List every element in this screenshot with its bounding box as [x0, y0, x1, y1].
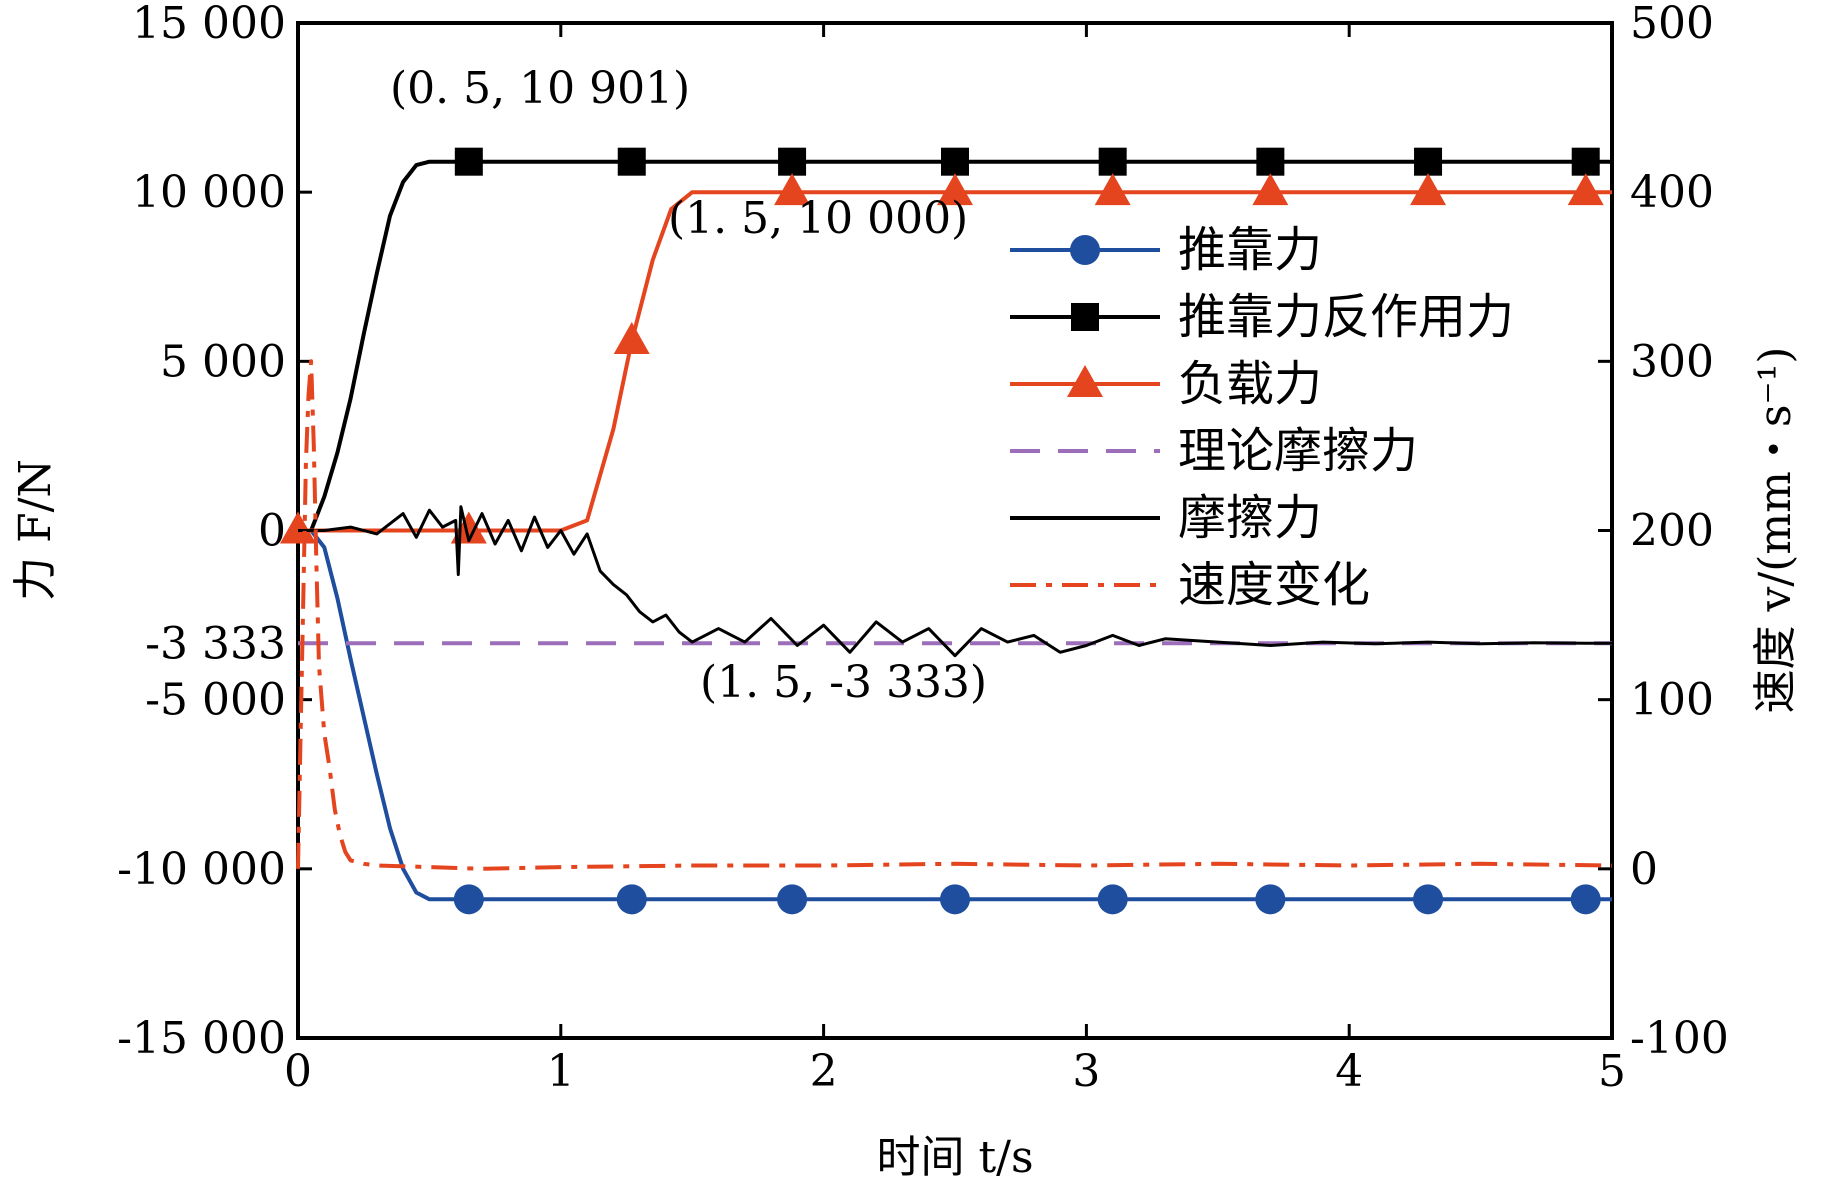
legend-label-0: 推靠力	[1178, 222, 1322, 278]
x-tick-label: 0	[284, 1046, 312, 1097]
series-marker-2	[1410, 173, 1447, 206]
series-marker-2	[1094, 173, 1131, 206]
y-right-tick-label: 100	[1630, 675, 1714, 726]
x-tick-label: 3	[1072, 1046, 1100, 1097]
legend-marker-2	[1067, 365, 1103, 397]
x-tick-label: 4	[1335, 1046, 1363, 1097]
series-line-5	[296, 359, 1613, 871]
legend-marker-1	[1071, 303, 1099, 331]
series-line-4	[298, 505, 1612, 658]
series-marker-1	[778, 147, 807, 176]
series-marker-0	[1413, 884, 1444, 915]
annotation: (1. 5, -3 333)	[700, 657, 987, 708]
series-marker-0	[1255, 884, 1286, 915]
legend-label-5: 速度变化	[1178, 557, 1370, 613]
series-marker-1	[617, 147, 646, 176]
series-marker-2	[774, 173, 811, 206]
legend-label-1: 推靠力反作用力	[1178, 289, 1514, 345]
legend-label-4: 摩擦力	[1178, 490, 1322, 546]
series-marker-1	[941, 147, 969, 176]
series-marker-2	[613, 322, 650, 355]
y-right-tick-label: 300	[1630, 336, 1714, 387]
series-marker-0	[940, 884, 970, 915]
y-axis-label-left: 力 F/N	[10, 459, 61, 601]
legend-label-3: 理论摩擦力	[1178, 423, 1418, 479]
series-marker-1	[454, 147, 483, 176]
series-marker-0	[1097, 884, 1128, 915]
y-left-tick-label: -10 000	[117, 844, 286, 895]
series-marker-0	[453, 884, 484, 915]
y-right-tick-label: 500	[1630, 0, 1714, 49]
y-left-tick-label: 0	[258, 506, 286, 557]
series-marker-1	[1256, 147, 1285, 176]
x-axis-label: 时间 t/s	[876, 1132, 1033, 1183]
y-left-tick-label: -15 000	[117, 1013, 286, 1064]
y-right-tick-label: 400	[1630, 167, 1714, 218]
annotations: (0. 5, 10 901) (1. 5, 10 000) (1. 5, -3 33…	[390, 63, 987, 708]
tick-labels: 0 1 2 3 4 5 15 000 10 000 5 000 0 -3 333 -5 000 -10 …	[117, 0, 1729, 1097]
x-tick-label: 2	[810, 1046, 838, 1097]
series-line-2	[298, 190, 1612, 533]
y-right-tick-label: -100	[1630, 1013, 1729, 1064]
series-marker-2	[937, 173, 973, 206]
x-tick-label: 1	[547, 1046, 575, 1097]
y-left-tick-label: -5 000	[145, 675, 286, 726]
y-axis-label-right: 速度 v/(mm・s⁻¹)	[1750, 347, 1801, 714]
series-marker-1	[1414, 147, 1443, 176]
y-left-tick-label: 5 000	[160, 336, 286, 387]
series-line-1	[298, 159, 1612, 533]
series-marker-1	[1571, 147, 1600, 176]
legend-label-2: 负载力	[1178, 356, 1322, 412]
x-tick-label: 5	[1598, 1046, 1626, 1097]
series-marker-2	[1567, 173, 1604, 206]
y-left-tick-label: 10 000	[132, 167, 286, 218]
series-marker-0	[777, 884, 808, 915]
y-left-tick-label: -3 333	[145, 618, 286, 669]
series-line-0	[298, 528, 1612, 902]
series-marker-2	[1252, 173, 1289, 206]
y-right-tick-label: 200	[1630, 506, 1714, 557]
series-marker-1	[1098, 147, 1127, 176]
legend-marker-0	[1070, 235, 1100, 265]
series-marker-0	[1570, 884, 1601, 915]
annotation: (1. 5, 10 000)	[668, 193, 968, 244]
plot-area	[280, 147, 1613, 915]
y-right-tick-label: 0	[1630, 844, 1658, 895]
series-marker-2	[280, 511, 316, 544]
series-marker-0	[616, 884, 647, 915]
y-left-tick-label: 15 000	[132, 0, 286, 49]
annotation: (0. 5, 10 901)	[390, 63, 690, 114]
